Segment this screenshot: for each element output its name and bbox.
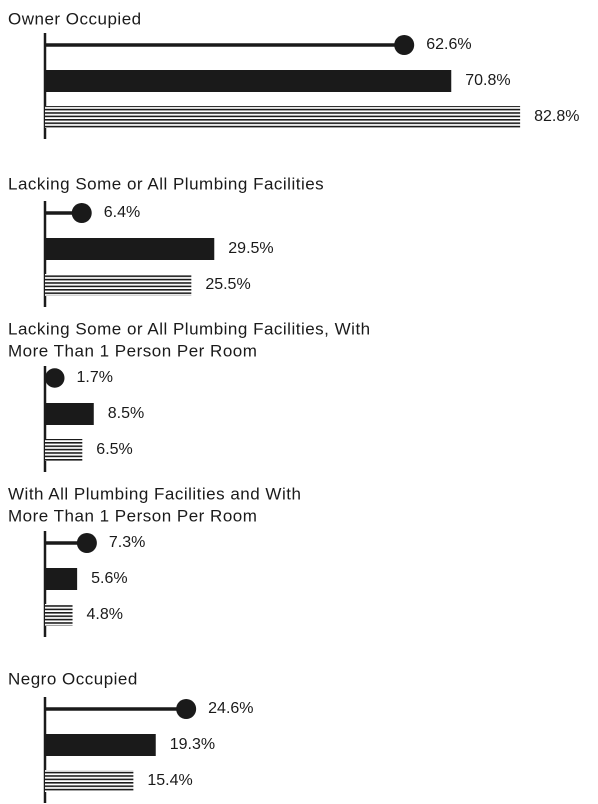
solid-bar — [45, 403, 94, 425]
hatched-bar — [45, 106, 521, 128]
value-label: 70.8% — [465, 72, 510, 89]
value-label: 29.5% — [228, 240, 273, 257]
lollipop — [45, 368, 65, 388]
value-label: 6.5% — [96, 441, 132, 458]
value-label: 8.5% — [108, 405, 144, 422]
value-label: 24.6% — [208, 700, 253, 717]
solid-bar — [45, 568, 78, 590]
solid-bar — [45, 238, 215, 260]
solid-bar — [45, 734, 156, 756]
value-label: 1.7% — [77, 369, 113, 386]
hatched-bar — [45, 274, 192, 296]
panel-title: With All Plumbing Facilities and With — [8, 484, 301, 503]
value-label: 15.4% — [147, 772, 192, 789]
panel-title: Lacking Some or All Plumbing Facilities — [8, 174, 324, 193]
value-label: 82.8% — [534, 108, 579, 125]
panel-title: Owner Occupied — [8, 9, 142, 28]
value-label: 25.5% — [205, 276, 250, 293]
value-label: 5.6% — [91, 570, 127, 587]
lollipop — [45, 35, 415, 55]
panel-title: Negro Occupied — [8, 669, 138, 688]
lollipop — [45, 533, 97, 553]
hatched-bar — [45, 604, 73, 626]
panel-title: More Than 1 Person Per Room — [8, 506, 257, 525]
value-label: 4.8% — [87, 606, 123, 623]
lollipop — [45, 203, 92, 223]
value-label: 62.6% — [426, 36, 471, 53]
panel-title: Lacking Some or All Plumbing Facilities,… — [8, 319, 371, 338]
panel-title: More Than 1 Person Per Room — [8, 341, 257, 360]
hatched-bar — [45, 439, 83, 461]
value-label: 6.4% — [104, 204, 140, 221]
value-label: 19.3% — [170, 736, 215, 753]
value-label: 7.3% — [109, 534, 145, 551]
hatched-bar — [45, 770, 134, 792]
solid-bar — [45, 70, 452, 92]
lollipop — [45, 699, 197, 719]
